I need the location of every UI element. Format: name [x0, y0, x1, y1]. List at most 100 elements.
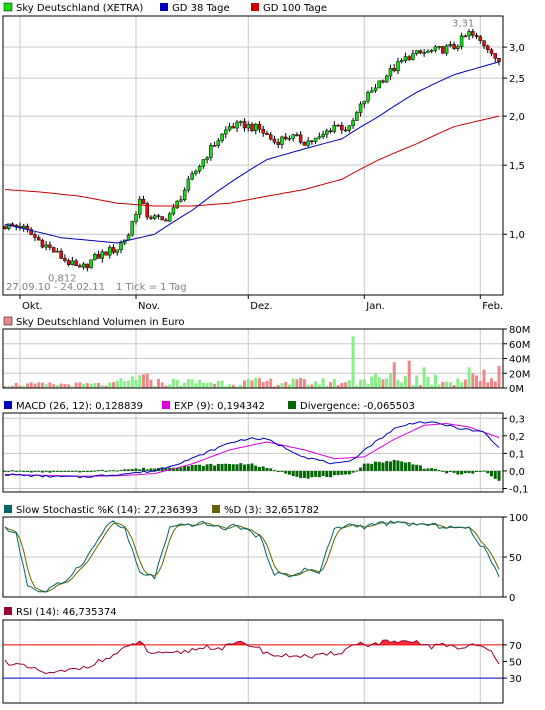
candle-body [399, 60, 404, 62]
divergence-bar [359, 467, 363, 471]
volume-bar [156, 378, 160, 388]
divergence-bar [194, 464, 198, 471]
volume-bar [493, 381, 497, 388]
legend-volume-label: Sky Deutschland Volumen in Euro [16, 317, 184, 328]
divergence-bar [441, 470, 445, 472]
candle-body [44, 244, 48, 248]
divergence-bar [336, 470, 340, 476]
xtick-label-4: Feb. [482, 301, 503, 312]
volume-bar [336, 385, 340, 388]
exp-line [4, 422, 500, 477]
volume-bar [306, 384, 310, 388]
volume-bar [437, 384, 441, 388]
divergence-bar [85, 470, 89, 473]
candle-body [261, 128, 265, 134]
volume-bar [418, 384, 422, 388]
volume-bar [325, 385, 329, 388]
candle-body [347, 125, 352, 131]
candle-body [306, 140, 310, 146]
volume-bar [299, 377, 303, 388]
divergence-bar [407, 462, 411, 471]
legend-macd-swatch [4, 401, 12, 409]
divergence-bar [171, 467, 175, 471]
volume-bar [430, 384, 434, 388]
volume-bar [422, 367, 426, 388]
divergence-bar [37, 470, 41, 472]
volume-bar [10, 386, 14, 388]
volume-ytick-label-2: 40M [509, 355, 530, 366]
divergence-bar [220, 463, 224, 471]
divergence-bar [325, 470, 329, 478]
divergence-bar [257, 467, 261, 471]
candle-body [283, 136, 288, 140]
volume-bar [351, 336, 355, 388]
legend-gd100-swatch [251, 3, 259, 11]
candle-body [403, 56, 408, 61]
divergence-bar [448, 470, 452, 472]
divergence-bar [205, 464, 209, 471]
macd-ytick-label-3: 0,0 [509, 467, 525, 478]
divergence-bar [119, 469, 123, 471]
volume-bar [317, 384, 321, 388]
volume-bar [205, 383, 209, 388]
rsi-panel: 70 50 30 [2, 619, 522, 704]
candle-body [463, 35, 468, 38]
volume-bar [104, 385, 108, 388]
volume-bar [224, 386, 228, 388]
candle-body [235, 121, 239, 129]
divergence-bar [302, 470, 306, 478]
price-x-axis: Okt. Nov. Dez. Jan. Feb. [19, 295, 503, 312]
candle-body [478, 36, 483, 41]
candle-body [201, 159, 206, 167]
divergence-bar [456, 470, 460, 475]
volume-bar [108, 382, 112, 388]
legend-stoch-d-label: %D (3): 32,651782 [224, 505, 319, 516]
candle-body [81, 263, 86, 268]
candle-body [355, 112, 359, 121]
divergence-bar [127, 469, 130, 471]
macd-ytick-label-0: 0,3 [509, 414, 525, 425]
candle-body [93, 254, 97, 261]
divergence-bar [471, 470, 475, 474]
volume-bar [48, 382, 52, 388]
candle-body [246, 124, 251, 129]
volume-bar [302, 379, 306, 388]
divergence-bar [493, 470, 497, 479]
divergence-bar [463, 470, 467, 474]
candle-body [295, 134, 299, 136]
candle-body [287, 138, 292, 140]
legend-gd38-swatch [160, 3, 168, 11]
volume-bar [74, 382, 78, 388]
macd-legend: MACD (26, 12): 0,128839 EXP (9): 0,19434… [4, 401, 415, 412]
divergence-bar [179, 467, 183, 471]
volume-bar [85, 383, 89, 388]
candle-body [190, 173, 194, 180]
macd-ytick-label-1: 0,2 [509, 432, 525, 443]
divergence-bar [475, 470, 479, 472]
legend-price-label: Sky Deutschland (XETRA) [16, 3, 143, 14]
volume-bar [153, 386, 157, 388]
divergence-bar [430, 468, 434, 471]
divergence-bar [160, 467, 164, 471]
divergence-bar [190, 465, 194, 471]
volume-bar [82, 383, 86, 388]
volume-bar [33, 383, 37, 388]
volume-bar [138, 375, 142, 388]
divergence-bar [175, 467, 179, 471]
legend-exp-label: EXP (9): 0,194342 [174, 401, 265, 412]
price-ytick-label-0: 3,0 [509, 43, 525, 54]
volume-bar [97, 382, 101, 388]
volume-bar [396, 379, 400, 388]
divergence-bar [422, 468, 426, 471]
divergence-bar [44, 470, 48, 472]
divergence-bar [115, 470, 119, 472]
candle-body [186, 178, 191, 191]
divergence-bar [100, 469, 104, 471]
volume-bar [355, 385, 359, 388]
candle-body [100, 251, 105, 259]
divergence-bar [74, 470, 78, 472]
legend-rsi-label: RSI (14): 46,735374 [16, 607, 117, 618]
candle-body [482, 40, 486, 47]
xtick-label-0: Okt. [22, 301, 43, 312]
volume-bar [269, 378, 273, 388]
